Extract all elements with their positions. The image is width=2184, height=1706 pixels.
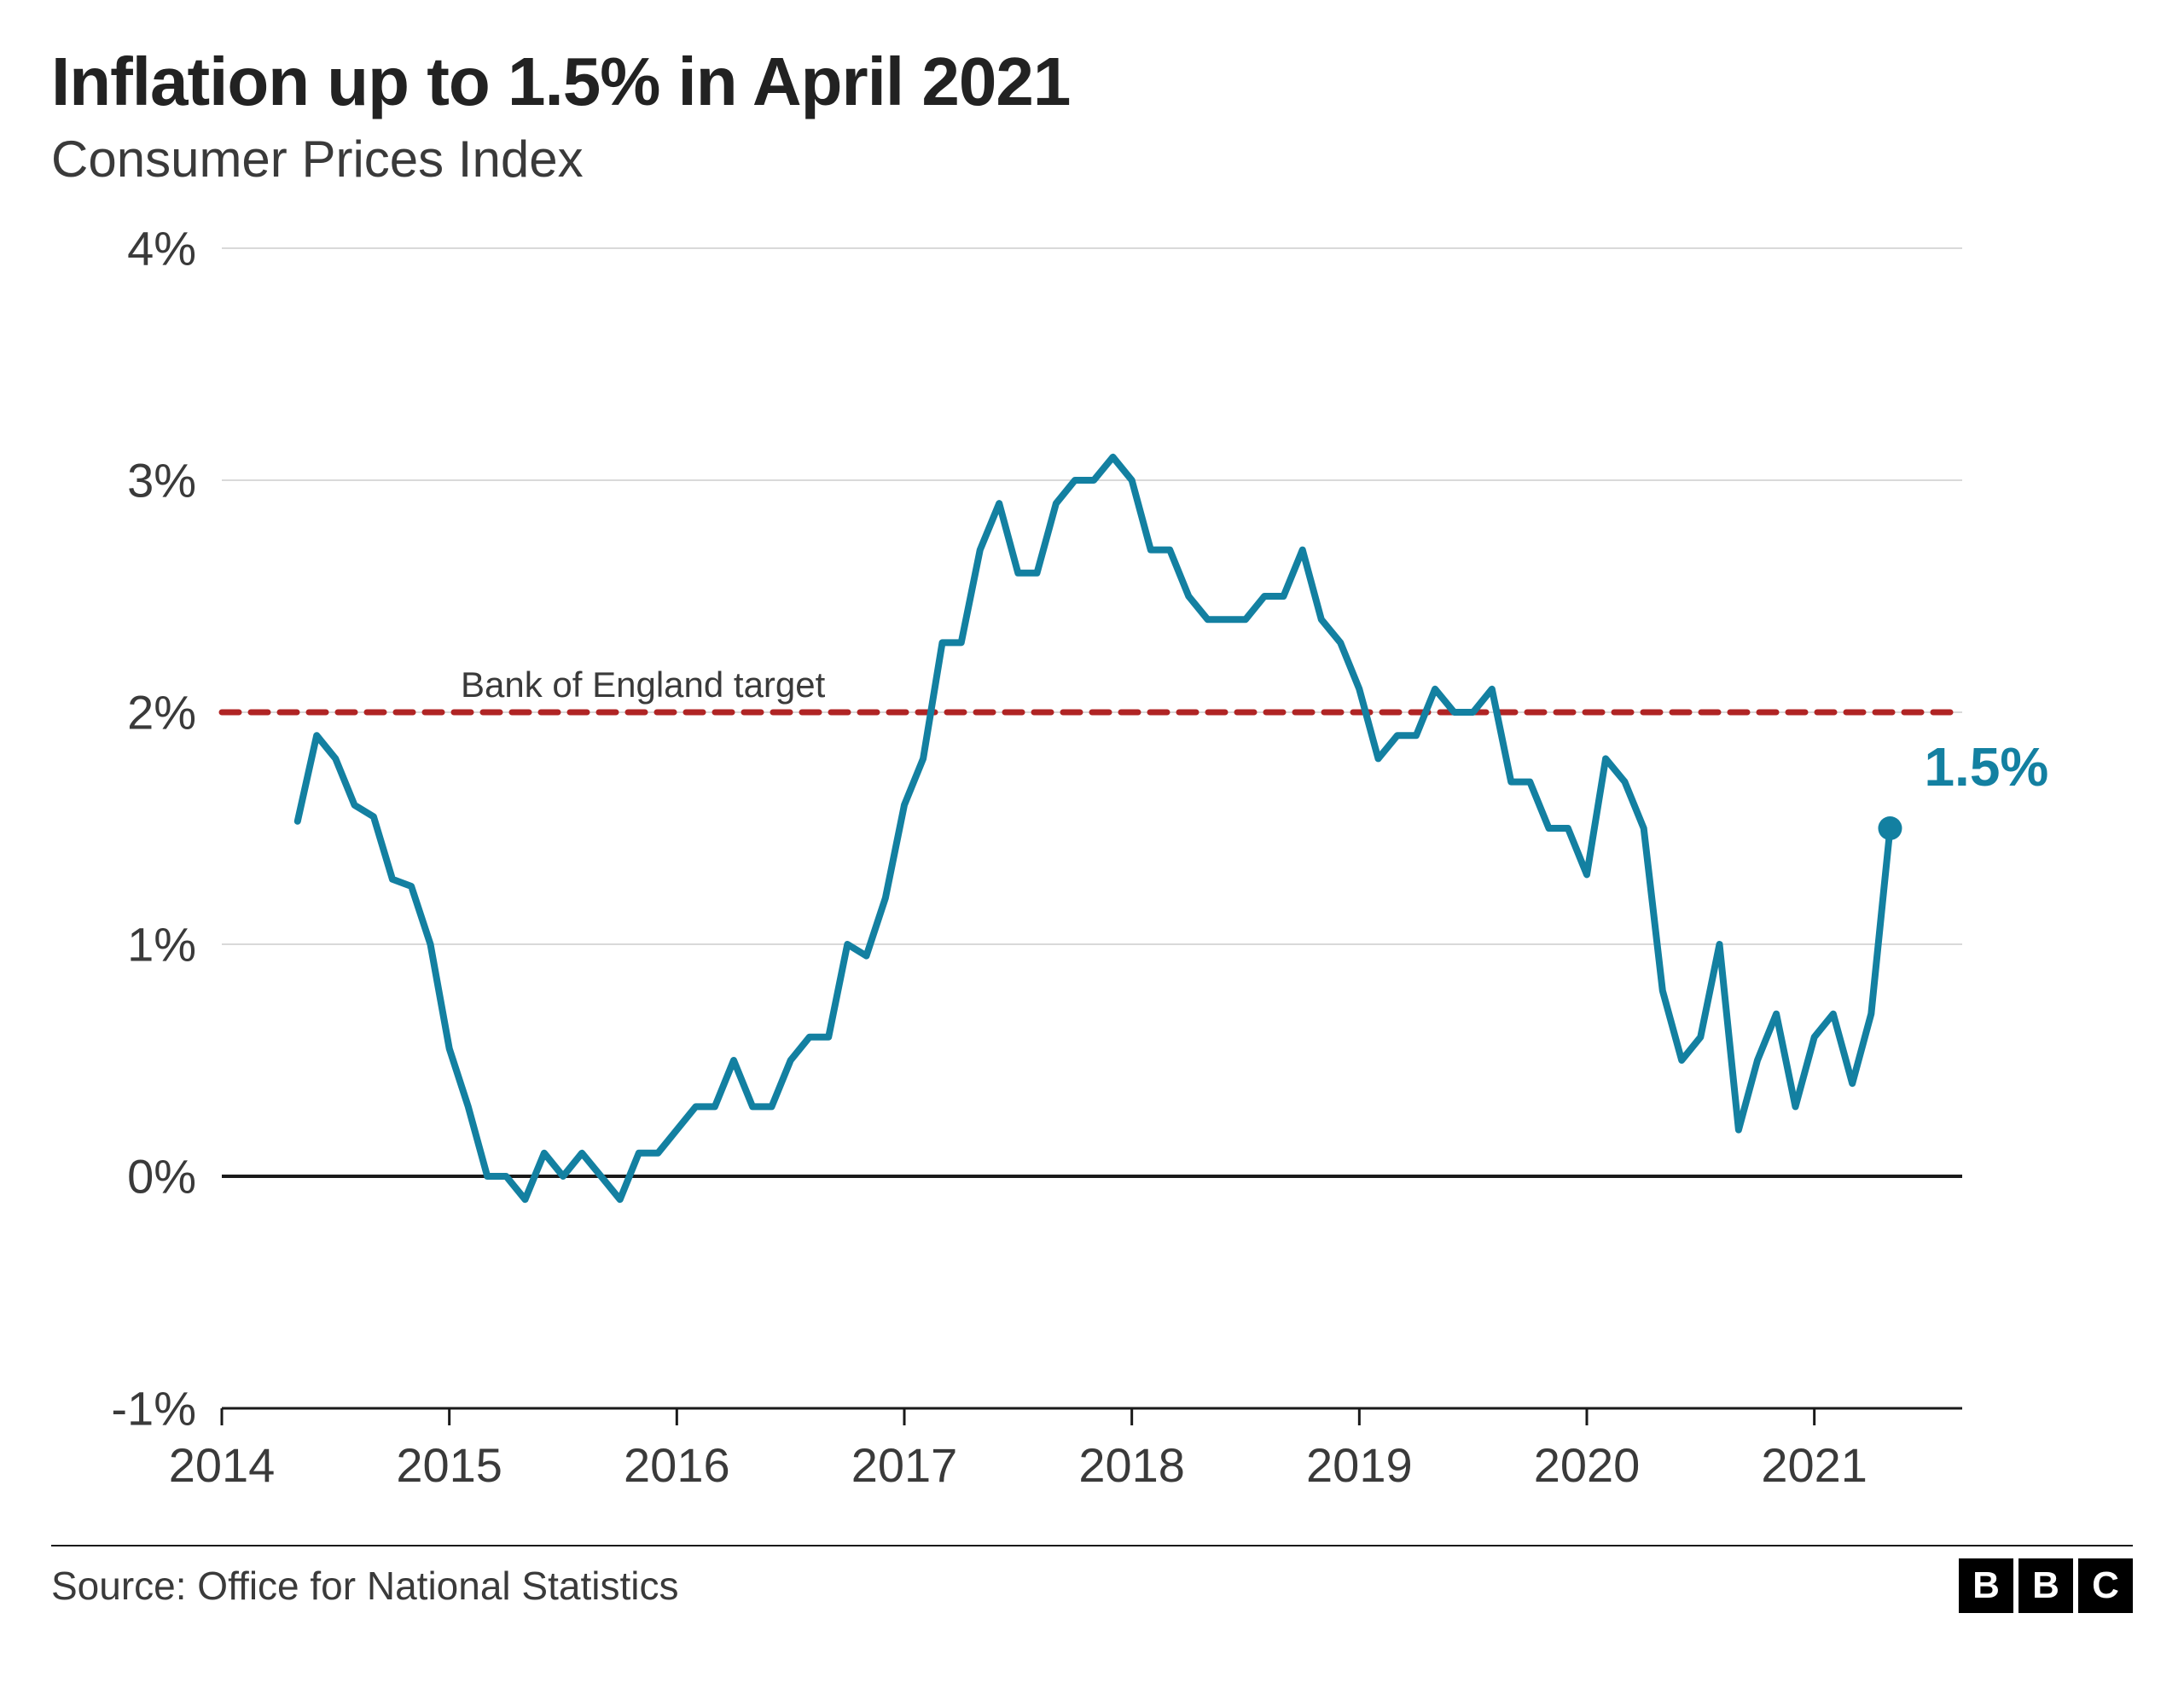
chart-subtitle: Consumer Prices Index <box>51 130 2133 189</box>
y-axis-label: 2% <box>127 686 196 740</box>
target-line-label: Bank of England target <box>461 664 826 705</box>
x-axis-label: 2015 <box>396 1438 502 1492</box>
chart-plot: -1% 0% 1% 2% 3% 4% Bank of England target 2014 2… <box>51 214 2133 1528</box>
source-line: Source: Office for National Statistics <box>51 1563 678 1609</box>
y-axis-label: -1% <box>111 1382 196 1436</box>
footer-rule <box>51 1545 2133 1546</box>
x-axis-label: 2017 <box>851 1438 958 1492</box>
chart-container: Inflation up to 1.5% in April 2021 Consu… <box>0 0 2184 1706</box>
x-axis-label: 2018 <box>1078 1438 1185 1492</box>
bbc-logo-letter: B <box>1959 1558 2013 1613</box>
data-line <box>298 457 1891 1199</box>
footer: Source: Office for National Statistics B… <box>51 1555 2133 1613</box>
y-axis-label: 1% <box>127 918 196 972</box>
y-axis-label: 0% <box>127 1150 196 1204</box>
x-axis-label: 2016 <box>624 1438 730 1492</box>
y-axis-label: 3% <box>127 454 196 508</box>
chart-title: Inflation up to 1.5% in April 2021 <box>51 43 2133 121</box>
x-axis-label: 2019 <box>1306 1438 1413 1492</box>
x-axis-label: 2014 <box>169 1438 276 1492</box>
y-axis-label: 4% <box>127 222 196 276</box>
x-axis-label: 2020 <box>1534 1438 1641 1492</box>
end-label: 1.5% <box>1924 736 2048 798</box>
chart-svg: -1% 0% 1% 2% 3% 4% Bank of England target 2014 2… <box>51 214 2133 1528</box>
end-marker <box>1878 816 1902 840</box>
bbc-logo-letter: B <box>2018 1558 2073 1613</box>
bbc-logo: B B C <box>1959 1558 2133 1613</box>
bbc-logo-letter: C <box>2078 1558 2133 1613</box>
x-axis-label: 2021 <box>1761 1438 1867 1492</box>
